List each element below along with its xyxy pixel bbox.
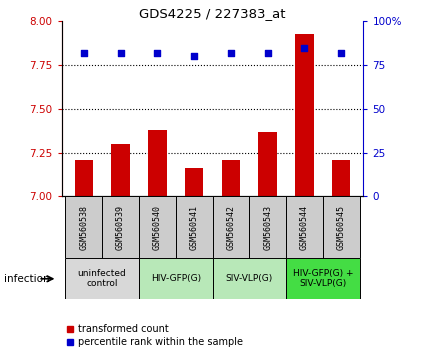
Point	[301, 45, 308, 50]
Bar	[258, 132, 277, 196]
Point	[227, 50, 234, 56]
Legend: transformed count, percentile rank within the sample: transformed count, percentile rank withi…	[66, 325, 243, 347]
Text: HIV-GFP(G): HIV-GFP(G)	[150, 274, 201, 283]
Text: GSM560543: GSM560543	[263, 205, 272, 250]
Bar	[176, 196, 212, 258]
Point	[338, 50, 345, 56]
Point	[154, 50, 161, 56]
Bar	[212, 196, 249, 258]
Title: GDS4225 / 227383_at: GDS4225 / 227383_at	[139, 7, 286, 20]
Bar	[286, 258, 360, 299]
Bar	[139, 196, 176, 258]
Bar	[332, 160, 351, 196]
Bar	[212, 258, 286, 299]
Text: HIV-GFP(G) +
SIV-VLP(G): HIV-GFP(G) + SIV-VLP(G)	[293, 269, 353, 289]
Bar	[295, 34, 314, 196]
Point	[191, 53, 198, 59]
Point	[117, 50, 124, 56]
Text: uninfected
control: uninfected control	[78, 269, 127, 289]
Bar	[222, 160, 240, 196]
Text: GSM560544: GSM560544	[300, 205, 309, 250]
Text: GSM560545: GSM560545	[337, 205, 346, 250]
Bar	[102, 196, 139, 258]
Text: GSM560538: GSM560538	[79, 205, 88, 250]
Bar	[74, 160, 93, 196]
Text: GSM560539: GSM560539	[116, 205, 125, 250]
Point	[80, 50, 87, 56]
Bar	[185, 169, 203, 196]
Text: SIV-VLP(G): SIV-VLP(G)	[226, 274, 273, 283]
Text: GSM560540: GSM560540	[153, 205, 162, 250]
Bar	[249, 196, 286, 258]
Text: infection: infection	[4, 274, 50, 284]
Point	[264, 50, 271, 56]
Bar	[148, 130, 167, 196]
Bar	[139, 258, 212, 299]
Bar	[65, 196, 102, 258]
Bar	[111, 144, 130, 196]
Bar	[65, 258, 139, 299]
Text: GSM560541: GSM560541	[190, 205, 198, 250]
Bar	[286, 196, 323, 258]
Text: GSM560542: GSM560542	[227, 205, 235, 250]
Bar	[323, 196, 360, 258]
